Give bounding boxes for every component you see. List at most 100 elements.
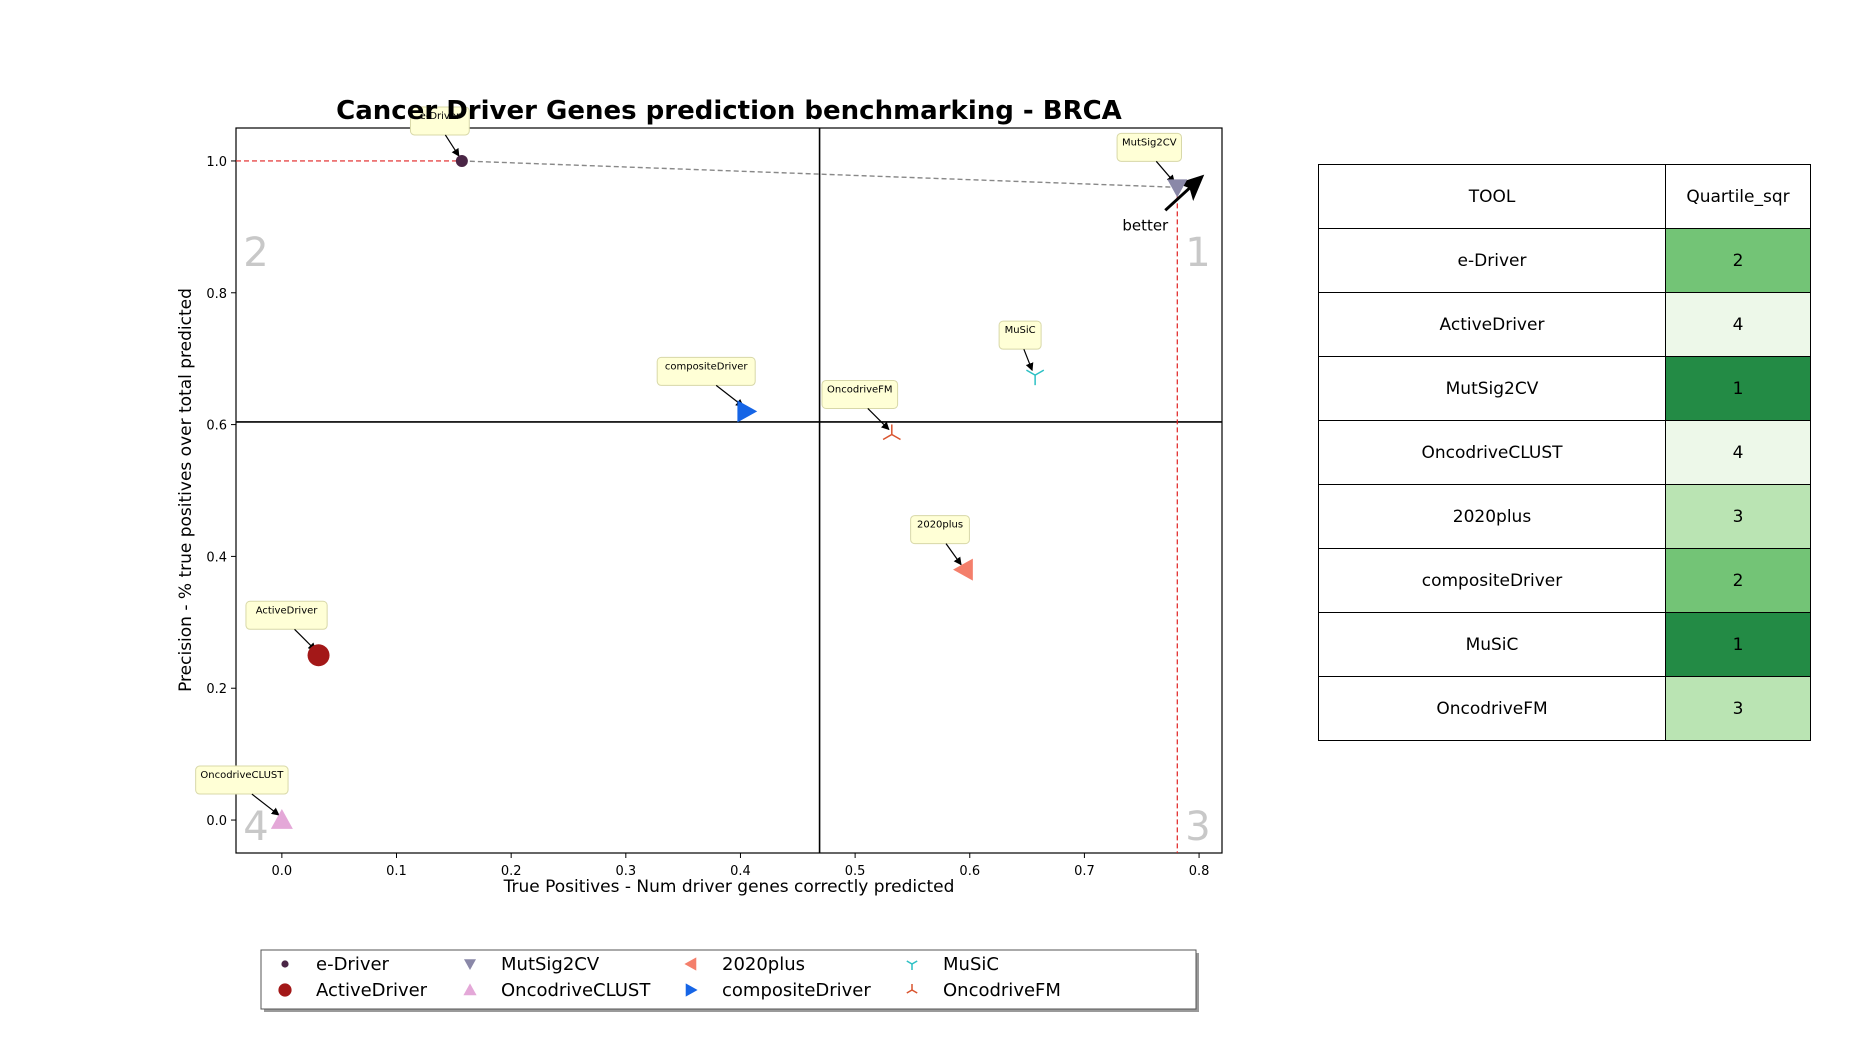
y-axis-title: Precision - % true positives over total … (176, 288, 196, 692)
marker-point (278, 983, 292, 997)
legend-item: MutSig2CV (464, 954, 600, 975)
marker-point (1167, 179, 1188, 198)
marker-point (1026, 369, 1045, 386)
marker-stroke (906, 989, 913, 994)
annotation-label: MuSiC (1005, 325, 1036, 336)
x-tick-label: 0.1 (386, 864, 407, 879)
legend-box (260, 949, 1197, 1010)
legend-item: ActiveDriver (278, 980, 428, 1001)
table-header-row: TOOL Quartile_sqr (1318, 164, 1811, 229)
marker-point (463, 983, 477, 996)
table-row: MuSiC 1 (1318, 612, 1811, 677)
annotation-label: compositeDriver (665, 361, 749, 372)
quadrant-number: 1 (1185, 230, 1210, 276)
y-tick-label: 1.0 (206, 155, 227, 170)
x-tick-label: 0.3 (615, 864, 636, 879)
table-row: compositeDriver 2 (1318, 548, 1811, 613)
marker-stroke (906, 960, 913, 965)
annotation-box (245, 600, 328, 630)
table-cell-quartile: 1 (1665, 356, 1811, 421)
table-cell-tool: ActiveDriver (1318, 292, 1666, 357)
table-cell-quartile: 4 (1665, 420, 1811, 485)
marker-point (882, 424, 901, 441)
annotation-arrow (1155, 160, 1175, 184)
x-tick-label: 0.8 (1189, 864, 1210, 879)
quadrant-number: 4 (243, 804, 268, 850)
legend-label: OncodriveCLUST (501, 980, 651, 1001)
annotation-box (821, 379, 899, 409)
marker-stroke (1026, 369, 1036, 376)
annotation-arrow (251, 793, 280, 816)
y-tick-label: 0.2 (206, 682, 227, 697)
annotation-label: MutSig2CV (1122, 137, 1177, 148)
table-cell-tool: OncodriveCLUST (1318, 420, 1666, 485)
annotation-arrow (945, 543, 962, 566)
table-cell-quartile: 3 (1665, 484, 1811, 549)
x-tick-label: 0.2 (501, 864, 522, 879)
marker-stroke (882, 433, 893, 441)
table-cell-quartile: 3 (1665, 676, 1811, 741)
marker-point (464, 959, 476, 970)
table-cell-tool: MutSig2CV (1318, 356, 1666, 421)
annotation-arrow (867, 408, 890, 431)
data-point-group: OncodriveFM (821, 379, 901, 441)
table-cell-quartile: 1 (1665, 612, 1811, 677)
table-row: ActiveDriver 4 (1318, 292, 1811, 357)
marker-point (281, 960, 289, 968)
x-tick-label: 0.0 (272, 864, 293, 879)
table-cell-tool: e-Driver (1318, 228, 1666, 293)
legend-label: MutSig2CV (501, 954, 600, 975)
better-arrow (1164, 174, 1205, 212)
annotation-label: ActiveDriver (256, 605, 319, 616)
x-tick-label: 0.7 (1074, 864, 1095, 879)
marker-point (270, 809, 293, 829)
table-cell-tool: MuSiC (1318, 612, 1666, 677)
plot-frame (235, 127, 1223, 854)
annotation-arrow (1023, 348, 1034, 372)
quartile-table: TOOL Quartile_sqr e-Driver 2 ActiveDriver 4… (1318, 164, 1811, 741)
y-tick-label: 0.8 (206, 287, 227, 302)
annotation-label: OncodriveCLUST (200, 770, 284, 781)
marker-stroke (911, 989, 918, 994)
legend-item: OncodriveFM (906, 980, 1061, 1001)
table-cell-tool: compositeDriver (1318, 548, 1666, 613)
legend-item: compositeDriver (685, 980, 871, 1001)
annotation-box (1116, 132, 1182, 162)
annotation-box (409, 106, 470, 136)
table-header-tool: TOOL (1318, 164, 1666, 229)
better-label: better (1122, 216, 1169, 234)
data-point-group: compositeDriver (656, 356, 758, 423)
legend-item: MuSiC (906, 954, 999, 975)
data-point-group: ActiveDriver (245, 600, 330, 667)
data-point-group: MuSiC (998, 320, 1045, 386)
annotation-label: e-Driver (420, 111, 461, 122)
data-point-group: MutSig2CV (1116, 132, 1188, 198)
legend-label: compositeDriver (722, 980, 871, 1001)
table-cell-tool: 2020plus (1318, 484, 1666, 549)
annotation-box (998, 320, 1042, 350)
table-row: e-Driver 2 (1318, 228, 1811, 293)
quadrant-number: 3 (1185, 804, 1210, 850)
annotation-arrow (444, 134, 460, 157)
table-row: OncodriveFM 3 (1318, 676, 1811, 741)
marker-stroke (1034, 369, 1045, 376)
y-tick-label: 0.0 (206, 814, 227, 829)
y-tick-label: 0.6 (206, 419, 227, 434)
legend-label: 2020plus (722, 954, 805, 975)
marker-point (737, 400, 758, 423)
legend-label: ActiveDriver (316, 980, 428, 1001)
annotation-label: OncodriveFM (827, 384, 893, 395)
legend-item: OncodriveCLUST (463, 980, 651, 1001)
pareto-front-line (461, 160, 1178, 189)
legend-item: e-Driver (281, 954, 390, 975)
marker-point (953, 558, 973, 581)
marker-point (455, 154, 468, 167)
legend-item: 2020plus (684, 954, 805, 975)
marker-stroke (911, 960, 918, 965)
x-tick-label: 0.4 (730, 864, 751, 879)
legend-label: OncodriveFM (943, 980, 1061, 1001)
marker-point (685, 983, 698, 997)
x-tick-label: 0.6 (959, 864, 980, 879)
data-point-group: 2020plus (910, 515, 973, 581)
marker-point (307, 644, 330, 667)
